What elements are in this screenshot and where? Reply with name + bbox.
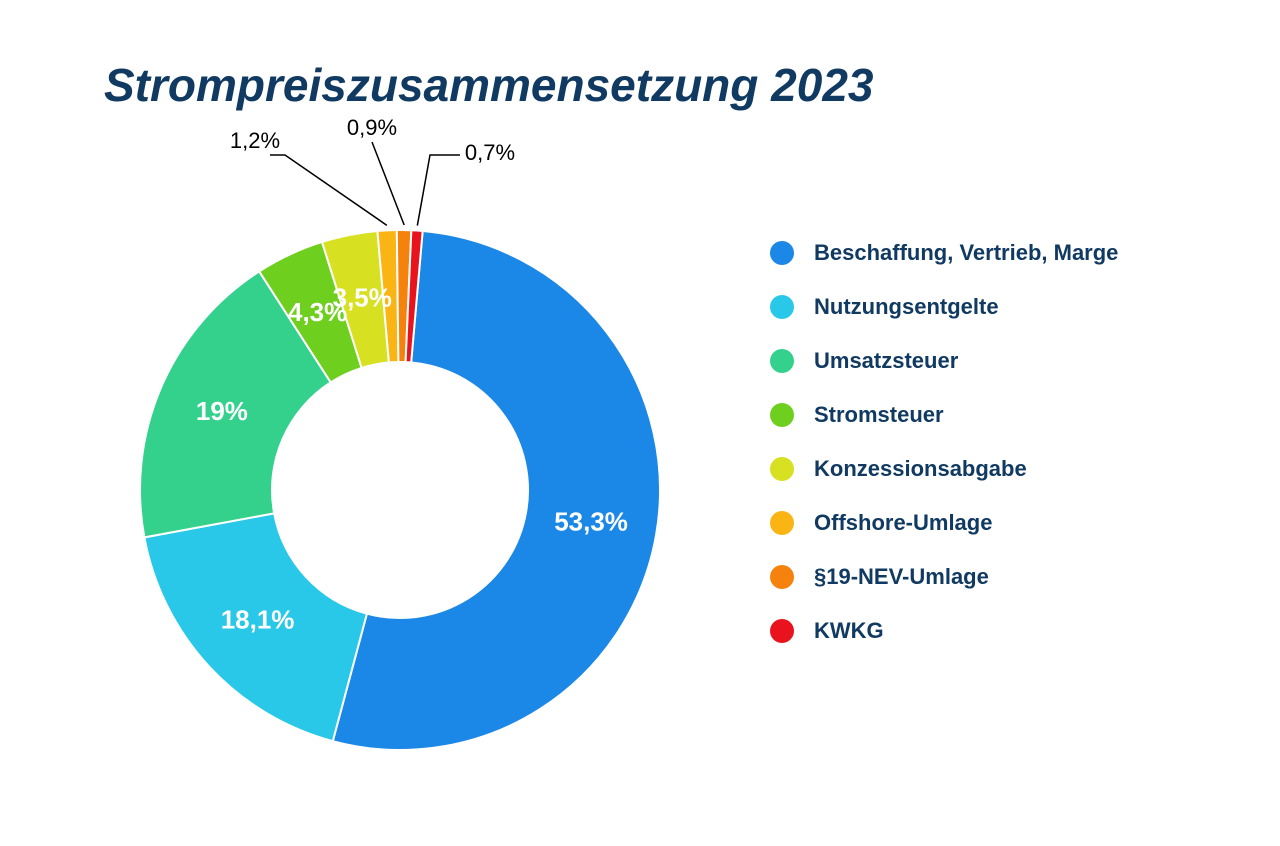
legend-swatch-4 (770, 457, 794, 481)
leader-line-7 (417, 155, 460, 226)
chart-title: Strompreiszusammensetzung 2023 (104, 58, 874, 112)
legend-swatch-5 (770, 511, 794, 535)
leader-line-6 (372, 142, 404, 225)
legend-label-7: KWKG (814, 618, 884, 644)
legend-label-0: Beschaffung, Vertrieb, Marge (814, 240, 1118, 266)
legend-swatch-7 (770, 619, 794, 643)
legend-swatch-0 (770, 241, 794, 265)
legend-swatch-2 (770, 349, 794, 373)
slice-label-6: 0,9% (347, 115, 397, 140)
legend-item-6: §19-NEV-Umlage (770, 564, 1118, 590)
legend: Beschaffung, Vertrieb, Marge Nutzungsentg… (770, 240, 1118, 644)
slice-label-4: 3,5% (333, 283, 392, 313)
legend-item-5: Offshore-Umlage (770, 510, 1118, 536)
legend-item-4: Konzessionsabgabe (770, 456, 1118, 482)
legend-label-3: Stromsteuer (814, 402, 944, 428)
legend-item-1: Nutzungsentgelte (770, 294, 1118, 320)
legend-item-7: KWKG (770, 618, 1118, 644)
legend-swatch-6 (770, 565, 794, 589)
slice-label-7: 0,7% (465, 140, 515, 165)
legend-swatch-3 (770, 403, 794, 427)
slice-label-0: 53,3% (554, 507, 628, 537)
legend-item-3: Stromsteuer (770, 402, 1118, 428)
legend-label-1: Nutzungsentgelte (814, 294, 999, 320)
donut-chart: 1,2%0,9%0,7%53,3%18,1%19%4,3%3,5% (110, 170, 690, 810)
legend-label-2: Umsatzsteuer (814, 348, 958, 374)
slice-label-2: 19% (196, 396, 248, 426)
slice-label-5: 1,2% (230, 128, 280, 153)
slice-label-1: 18,1% (221, 605, 295, 635)
legend-label-4: Konzessionsabgabe (814, 456, 1027, 482)
legend-swatch-1 (770, 295, 794, 319)
legend-label-6: §19-NEV-Umlage (814, 564, 989, 590)
leader-line-5 (270, 155, 387, 225)
legend-label-5: Offshore-Umlage (814, 510, 992, 536)
legend-item-0: Beschaffung, Vertrieb, Marge (770, 240, 1118, 266)
legend-item-2: Umsatzsteuer (770, 348, 1118, 374)
